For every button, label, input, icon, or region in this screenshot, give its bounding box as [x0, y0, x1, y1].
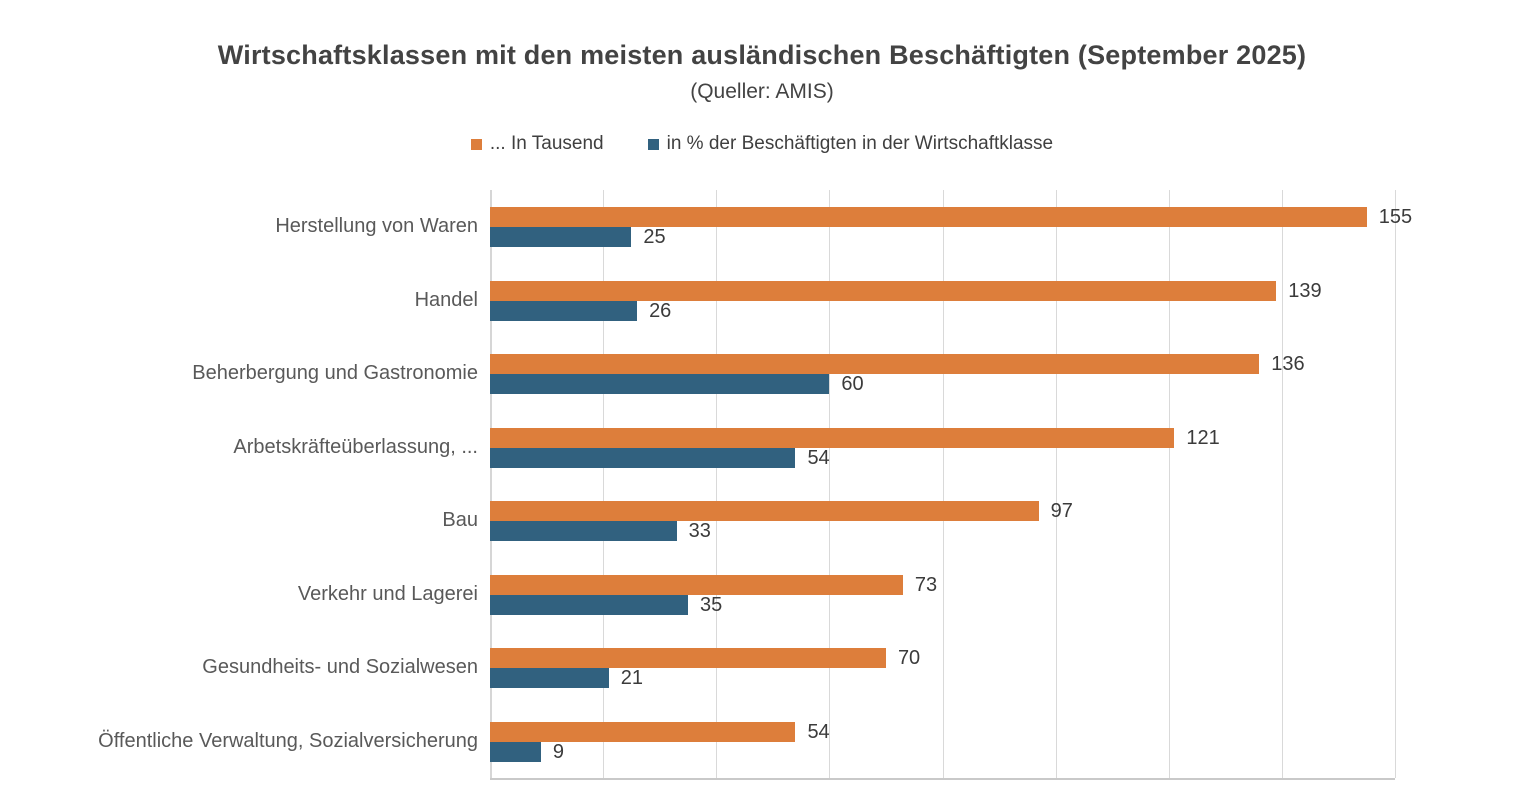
bar-in-tausend: [490, 427, 1175, 448]
chart-row: 54 9: [490, 705, 1395, 779]
value-label: 26: [649, 299, 672, 322]
chart-row: 121 54: [490, 411, 1395, 485]
chart-title: Wirtschaftsklassen mit den meisten auslä…: [217, 40, 1307, 70]
bar-in-tausend: [490, 280, 1277, 301]
value-label: 54: [807, 446, 830, 469]
bar-percent: [490, 300, 638, 321]
legend-item-in-tausend: ... In Tausend: [470, 133, 604, 155]
bar-percent: [490, 374, 830, 394]
gridline: [1395, 190, 1396, 778]
bar-percent: [490, 227, 632, 247]
legend-swatch-orange-icon: [470, 138, 482, 150]
bar-in-tausend: [490, 354, 1260, 374]
gridline: [829, 190, 831, 778]
bar-percent: [490, 447, 796, 468]
bar-percent: [490, 741, 541, 762]
value-label: 25: [643, 226, 666, 248]
category-label: Gesundheits- und Sozialwesen: [202, 656, 478, 679]
bar-percent: [490, 521, 677, 541]
plot-area: 155 25 139 26 136 60 121 54 97 33 73 35 70 21 54 9: [490, 190, 1412, 780]
legend-swatch-blue-icon: [647, 138, 659, 150]
chart-row: 70 21: [490, 631, 1395, 705]
chart-row: 73 35: [490, 558, 1395, 632]
category-label: Herstellung von Waren: [275, 215, 478, 238]
gridline: [1168, 190, 1170, 778]
category-label: Öffentliche Verwaltung, Sozialversicheru…: [98, 729, 478, 752]
chart-subtitle: (Queller: AMIS): [690, 80, 834, 103]
bar-percent: [490, 594, 688, 615]
value-label: 136: [1271, 353, 1305, 375]
chart-row: 97 33: [490, 484, 1395, 558]
bar-in-tausend: [490, 501, 1039, 521]
category-label: Verkehr und Lagerei: [297, 582, 478, 605]
value-label: 70: [897, 647, 921, 669]
gridline: [603, 190, 605, 778]
value-label: 21: [620, 667, 644, 689]
value-label: 121: [1186, 426, 1220, 449]
bar-in-tausend: [490, 721, 796, 742]
value-label: 35: [699, 593, 723, 616]
legend: ... In Tausend in % der Beschäftigten in…: [0, 133, 1524, 155]
gridline: [716, 190, 718, 778]
value-label: 33: [688, 520, 711, 542]
value-label: 97: [1050, 500, 1073, 522]
value-label: 139: [1288, 279, 1322, 302]
category-axis-labels: Herstellung von Waren Handel Beherbergung …: [0, 190, 478, 778]
legend-label-percent: in % der Beschäftigten in der Wirtschaft…: [666, 133, 1054, 154]
gridline: [1055, 190, 1057, 778]
value-axis-line: [490, 190, 492, 778]
bar-in-tausend: [490, 207, 1367, 227]
chart-row: 155 25: [490, 190, 1412, 264]
gridline: [942, 190, 944, 778]
category-label: Handel: [414, 288, 478, 311]
legend-item-percent: in % der Beschäftigten in der Wirtschaft…: [647, 133, 1054, 155]
bar-in-tausend: [490, 574, 903, 595]
value-label: 60: [841, 373, 864, 395]
legend-label-in-tausend: ... In Tausend: [489, 133, 604, 154]
bar-in-tausend: [490, 648, 886, 668]
value-label: 155: [1378, 206, 1413, 228]
value-label: 9: [552, 740, 565, 763]
category-label: Beherbergung und Gastronomie: [192, 362, 478, 385]
value-label: 73: [914, 573, 938, 596]
bar-percent: [490, 668, 609, 688]
chart-row: 136 60: [490, 337, 1395, 411]
category-label: Bau: [442, 509, 478, 532]
value-label: 54: [807, 720, 830, 743]
category-label: Arbetskräfteüberlassung, ...: [233, 435, 478, 458]
gridline: [1281, 190, 1283, 778]
chart-row: 139 26: [490, 264, 1395, 338]
